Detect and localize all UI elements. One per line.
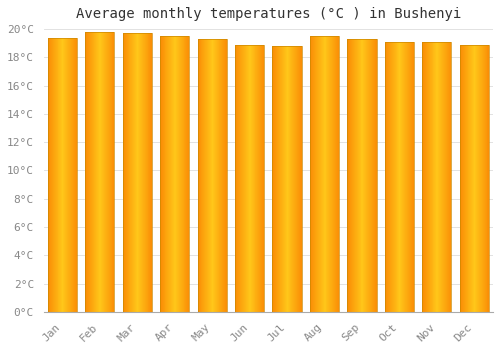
Bar bbox=[348, 39, 376, 312]
Bar bbox=[272, 46, 302, 312]
Bar bbox=[310, 36, 339, 312]
Bar bbox=[422, 42, 452, 312]
Title: Average monthly temperatures (°C ) in Bushenyi: Average monthly temperatures (°C ) in Bu… bbox=[76, 7, 461, 21]
Bar bbox=[160, 36, 190, 312]
Bar bbox=[460, 44, 489, 312]
Bar bbox=[198, 39, 227, 312]
Bar bbox=[235, 44, 264, 312]
Bar bbox=[122, 33, 152, 312]
Bar bbox=[85, 32, 114, 312]
Bar bbox=[48, 37, 77, 312]
Bar bbox=[385, 42, 414, 312]
